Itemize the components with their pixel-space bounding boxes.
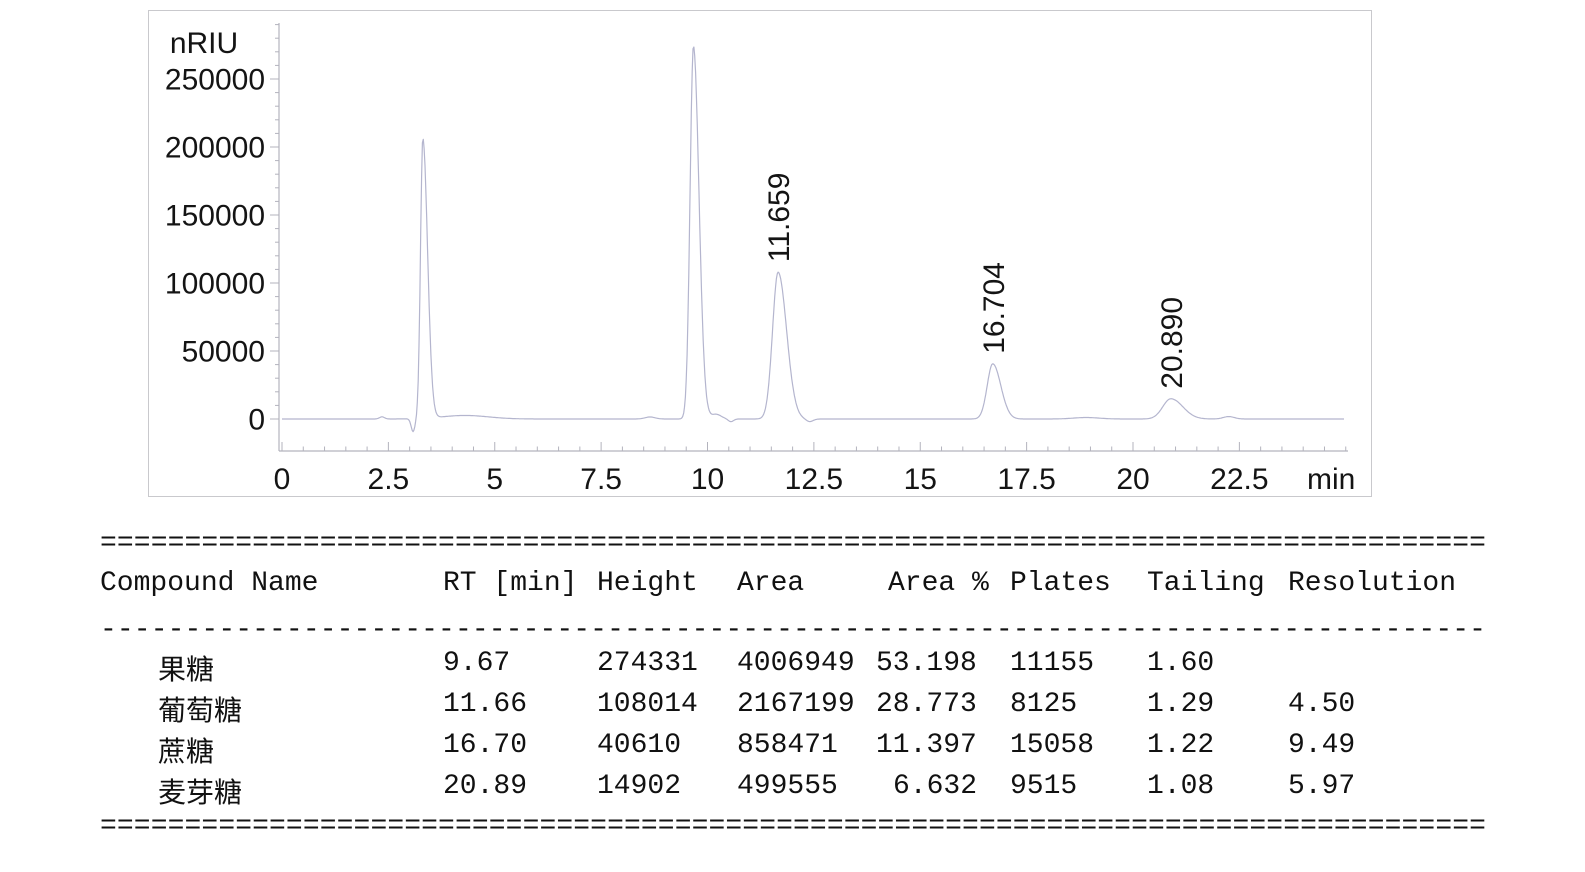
x-tick-label: 5 — [486, 463, 503, 496]
table-header-row: Compound Name RT [min] Height Area Area … — [100, 568, 1490, 604]
chromatogram-frame: 0 50000 100000 150000 200000 250000 nRIU 0 2.5 5 7… — [148, 10, 1372, 497]
cell-height: 40610 — [597, 730, 682, 761]
column-header-tailing: Tailing — [1147, 568, 1265, 599]
cell-area-pct: 53.198 — [876, 648, 977, 679]
peak-rt-label: 20.890 — [1156, 297, 1189, 389]
y-tick-label: 50000 — [182, 336, 265, 369]
x-tick-label: 20 — [1116, 463, 1149, 496]
cell-plates: 15058 — [1010, 730, 1095, 761]
peak-rt-label: 16.704 — [978, 262, 1011, 354]
cell-tailing: 1.60 — [1147, 648, 1215, 679]
cell-area: 2167199 — [737, 689, 855, 720]
x-axis-unit-label: min — [1307, 463, 1355, 496]
x-tick-label: 2.5 — [368, 463, 410, 496]
x-tick-label: 10 — [691, 463, 724, 496]
table-row-fructose: 果糖 9.67 274331 4006949 53.198 11155 1.60 — [100, 648, 1490, 688]
cell-resolution: 5.97 — [1288, 771, 1356, 802]
y-tick-label: 150000 — [165, 200, 265, 233]
x-tick-label: 12.5 — [785, 463, 843, 496]
column-header-plates: Plates — [1010, 568, 1111, 599]
x-tick-label: 17.5 — [997, 463, 1055, 496]
cell-compound: 麦芽糖 — [158, 780, 243, 811]
cell-tailing: 1.22 — [1147, 730, 1215, 761]
cell-area-pct: 28.773 — [876, 689, 977, 720]
table-row-glucose: 葡萄糖 11.66 108014 2167199 28.773 8125 1.2… — [100, 689, 1490, 729]
y-axis-title: nRIU — [170, 27, 238, 60]
cell-compound: 蔗糖 — [158, 739, 215, 770]
y-tick-label: 250000 — [165, 64, 265, 97]
y-tick-label: 0 — [248, 404, 265, 437]
peak-rt-label: 11.659 — [763, 173, 796, 263]
cell-area-pct: 11.397 — [876, 730, 977, 761]
cell-plates: 9515 — [1010, 771, 1078, 802]
cell-plates: 8125 — [1010, 689, 1078, 720]
table-separator-bottom: ========================================… — [100, 811, 1487, 842]
x-tick-label: 15 — [904, 463, 937, 496]
cell-area: 4006949 — [737, 648, 855, 679]
cell-area-pct: 6.632 — [893, 771, 978, 802]
column-header-resolution: Resolution — [1288, 568, 1457, 599]
cell-rt: 11.66 — [443, 689, 528, 720]
x-tick-label: 22.5 — [1210, 463, 1268, 496]
table-row-maltose: 麦芽糖 20.89 14902 499555 6.632 9515 1.08 5… — [100, 771, 1490, 811]
chromatogram-trace — [282, 46, 1344, 433]
cell-height: 274331 — [597, 648, 698, 679]
x-tick-label: 7.5 — [580, 463, 622, 496]
cell-rt: 20.89 — [443, 771, 528, 802]
column-header-height: Height — [597, 568, 698, 599]
y-tick-label: 100000 — [165, 268, 265, 301]
chromatogram-plot: 0 50000 100000 150000 200000 250000 nRIU 0 2.5 5 7… — [165, 23, 1355, 496]
table-separator-header: ----------------------------------------… — [100, 615, 1487, 646]
y-tick-label: 200000 — [165, 132, 265, 165]
cell-tailing: 1.29 — [1147, 689, 1215, 720]
peak-table: ========================================… — [100, 0, 1490, 872]
cell-compound: 果糖 — [158, 657, 215, 688]
cell-area: 858471 — [737, 730, 838, 761]
cell-resolution: 9.49 — [1288, 730, 1356, 761]
cell-resolution: 4.50 — [1288, 689, 1356, 720]
cell-height: 108014 — [597, 689, 698, 720]
cell-plates: 11155 — [1010, 648, 1095, 679]
column-header-area: Area — [737, 568, 805, 599]
cell-area: 499555 — [737, 771, 838, 802]
column-header-rt: RT [min] — [443, 568, 578, 599]
table-row-sucrose: 蔗糖 16.70 40610 858471 11.397 15058 1.22 … — [100, 730, 1490, 770]
column-header-compound-name: Compound Name — [100, 568, 319, 599]
x-tick-label: 0 — [274, 463, 291, 496]
cell-rt: 16.70 — [443, 730, 528, 761]
table-separator-top: ========================================… — [100, 528, 1487, 559]
cell-rt: 9.67 — [443, 648, 511, 679]
column-header-area-pct: Area % — [888, 568, 989, 599]
cell-tailing: 1.08 — [1147, 771, 1215, 802]
cell-height: 14902 — [597, 771, 682, 802]
cell-compound: 葡萄糖 — [158, 698, 243, 729]
